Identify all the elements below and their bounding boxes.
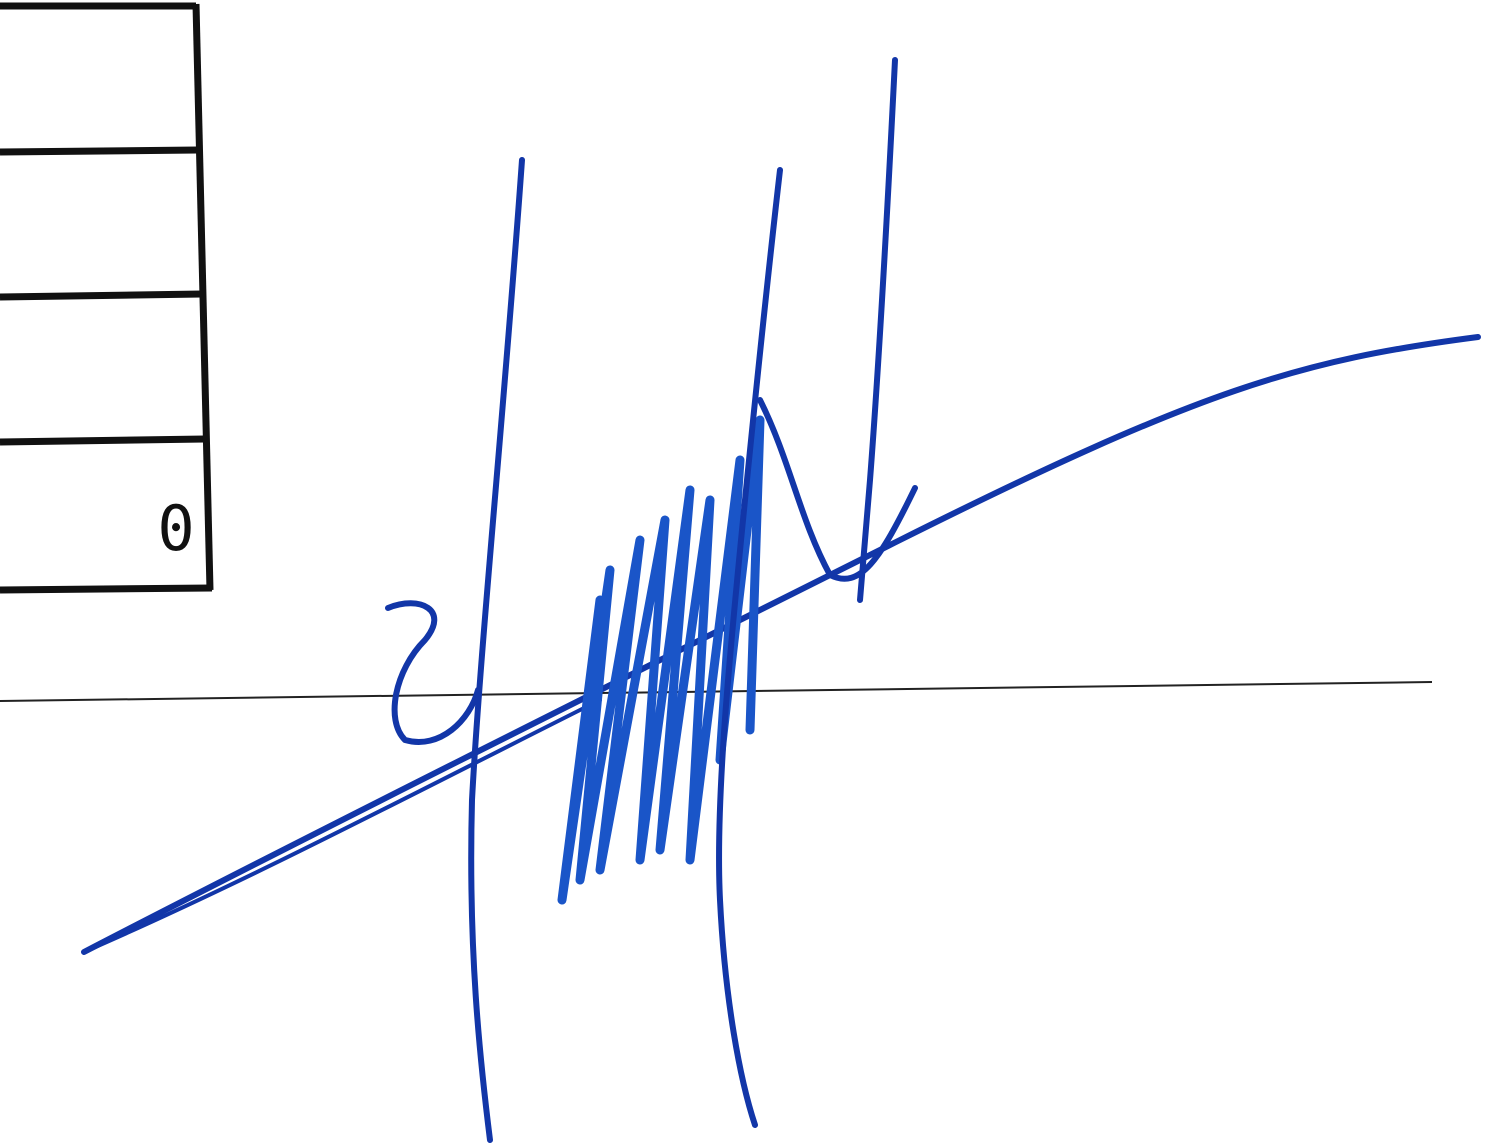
signature-line bbox=[0, 681, 1433, 702]
table-row-line bbox=[0, 146, 199, 156]
signature-stroke bbox=[557, 415, 765, 905]
table-row-line bbox=[0, 290, 203, 301]
signature-stroke bbox=[468, 157, 525, 1143]
signature-stroke bbox=[385, 600, 481, 745]
table bbox=[0, 2, 214, 594]
signature-stroke bbox=[82, 698, 602, 954]
table-border bbox=[192, 3, 214, 591]
table-cell: 0 bbox=[157, 492, 194, 565]
table-row-line bbox=[0, 435, 206, 446]
signature-stroke bbox=[81, 334, 1481, 955]
signature-stroke bbox=[857, 57, 898, 603]
signature-stroke bbox=[716, 167, 783, 1128]
table-border bbox=[0, 584, 213, 594]
signature-stroke bbox=[757, 397, 918, 582]
signature bbox=[81, 57, 1481, 1143]
